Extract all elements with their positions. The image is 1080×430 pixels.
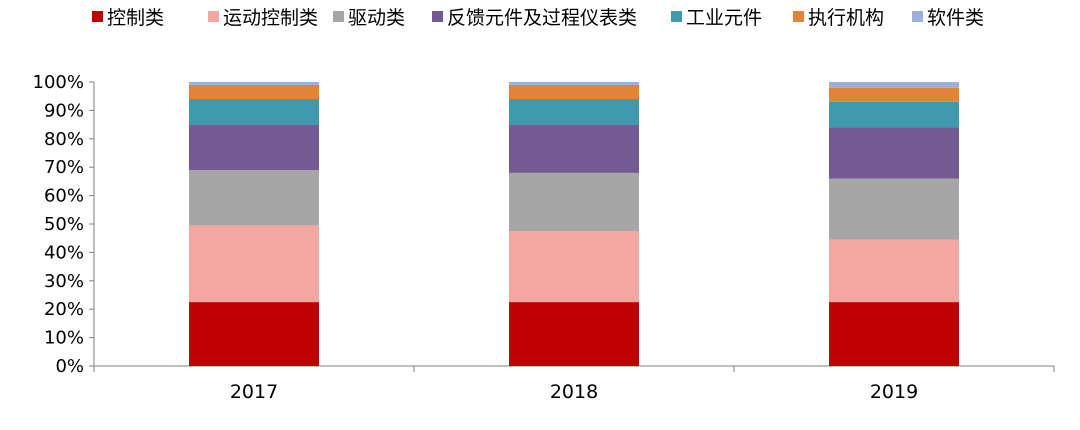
bar-segment: [829, 178, 959, 240]
bar-segment: [829, 82, 959, 88]
legend-item: 运动控制类: [208, 7, 318, 29]
legend-swatch: [333, 11, 344, 22]
legend-item: 执行机构: [793, 7, 884, 29]
bar-segment: [509, 82, 639, 85]
bar-segment: [189, 170, 319, 226]
legend: 控制类 运动控制类 驱动类 反馈元件及过程仪表类 工业元件 执行机构 软件类: [92, 7, 984, 29]
bar-stack: [189, 82, 319, 366]
legend-item: 控制类: [92, 7, 164, 29]
legend-swatch: [92, 11, 103, 22]
bar-segment: [829, 239, 959, 303]
bar-segment: [509, 124, 639, 173]
legend-swatch: [671, 11, 682, 22]
bars: [189, 82, 959, 366]
x-category-label: 2017: [230, 381, 278, 403]
y-tick-label: 10%: [44, 328, 84, 349]
y-tick-label: 20%: [44, 299, 84, 320]
legend-swatch: [912, 11, 923, 22]
x-category-label: 2019: [870, 381, 918, 403]
bar-segment: [829, 302, 959, 366]
legend-swatch: [432, 11, 443, 22]
y-tick-label: 30%: [44, 271, 84, 292]
bar-stack: [509, 82, 639, 366]
bar-segment: [509, 84, 639, 100]
legend-label: 工业元件: [686, 7, 762, 29]
y-tick-label: 90%: [44, 100, 84, 121]
bar-segment: [509, 231, 639, 303]
y-tick-label: 60%: [44, 186, 84, 207]
legend-label: 驱动类: [348, 7, 405, 29]
bar-segment: [189, 124, 319, 171]
legend-label: 反馈元件及过程仪表类: [447, 7, 637, 29]
y-tick-label: 50%: [44, 214, 84, 235]
bar-segment: [509, 99, 639, 125]
legend-label: 执行机构: [808, 7, 884, 29]
x-category-label: 2018: [550, 381, 598, 403]
bar-stack: [829, 82, 959, 366]
bar-segment: [189, 225, 319, 303]
y-tick-label: 0%: [55, 356, 84, 377]
legend-label: 软件类: [927, 7, 984, 29]
legend-item: 反馈元件及过程仪表类: [432, 7, 637, 29]
bar-segment: [189, 84, 319, 100]
legend-swatch: [793, 11, 804, 22]
bar-segment: [189, 99, 319, 125]
y-tick-label: 40%: [44, 242, 84, 263]
legend-swatch: [208, 11, 219, 22]
legend-item: 驱动类: [333, 7, 405, 29]
bar-segment: [829, 101, 959, 128]
y-tick-label: 100%: [33, 72, 84, 93]
bar-segment: [189, 82, 319, 85]
bar-segment: [829, 87, 959, 102]
y-tick-label: 80%: [44, 129, 84, 150]
bar-segment: [189, 302, 319, 366]
legend-item: 工业元件: [671, 7, 762, 29]
y-tick-label: 70%: [44, 157, 84, 178]
legend-item: 软件类: [912, 7, 984, 29]
legend-label: 运动控制类: [223, 7, 318, 29]
bar-segment: [829, 127, 959, 179]
bar-segment: [509, 302, 639, 366]
legend-label: 控制类: [107, 7, 164, 29]
bar-segment: [509, 172, 639, 232]
